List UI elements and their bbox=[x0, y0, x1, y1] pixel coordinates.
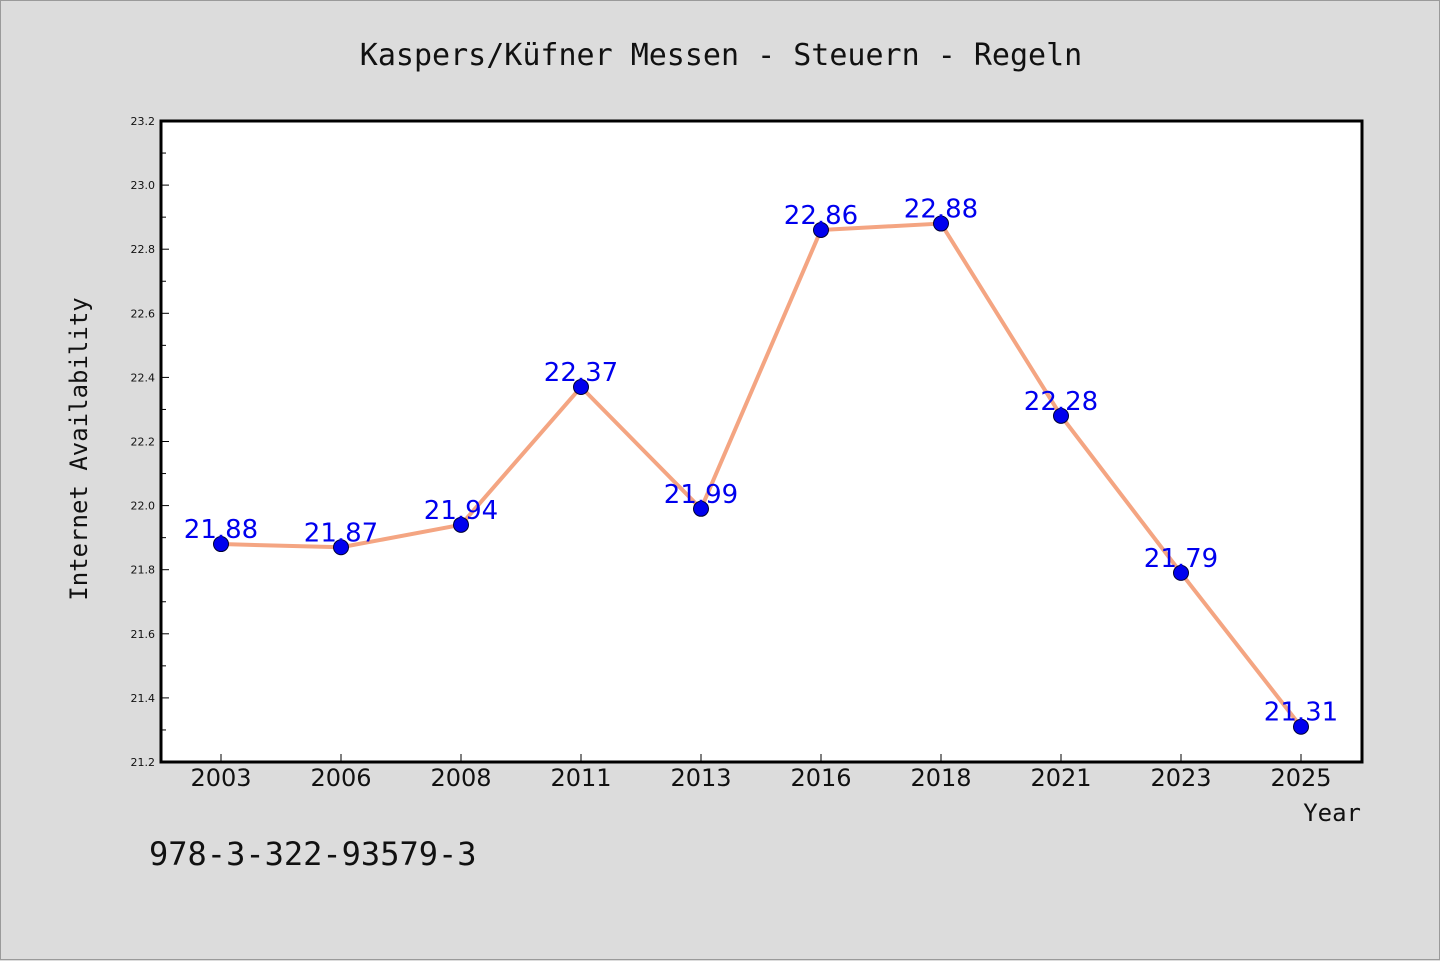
data-point-marker bbox=[933, 215, 949, 232]
y-axis: 21.2 21.4 21.6 21.8 22.0 22.2 22.4 22.6 22.8 23.0… bbox=[131, 115, 169, 769]
data-point-marker bbox=[453, 516, 469, 533]
isbn-footer: 978-3-322-93579-3 bbox=[149, 835, 477, 873]
y-tick-label: 22.6 bbox=[131, 307, 156, 320]
x-tick-label: 2025 bbox=[1270, 764, 1331, 792]
data-point-marker bbox=[333, 539, 349, 556]
y-tick-label: 22.0 bbox=[131, 500, 156, 513]
data-label: 21.99 bbox=[664, 480, 738, 510]
data-point-marker bbox=[693, 500, 709, 517]
y-tick-label: 21.2 bbox=[131, 756, 156, 769]
x-tick-label: 2003 bbox=[190, 764, 251, 792]
y-tick-label: 23.0 bbox=[131, 179, 156, 192]
data-label: 21.88 bbox=[184, 515, 258, 545]
data-point-marker bbox=[1173, 564, 1189, 581]
y-tick-label: 21.4 bbox=[131, 692, 156, 705]
data-label-group: 21.88 21.87 21.94 22.37 21.99 22.86 22.88 22.28… bbox=[184, 195, 1338, 728]
x-tick-label: 2016 bbox=[790, 764, 851, 792]
x-axis: 2003 2006 2008 2011 2013 2016 2018 2021 2023 2025 bbox=[190, 754, 1332, 792]
data-label: 22.28 bbox=[1024, 387, 1098, 417]
x-tick-label: 2023 bbox=[1150, 764, 1211, 792]
series-line bbox=[220, 221, 1303, 728]
y-tick-label: 22.8 bbox=[131, 243, 156, 256]
data-label: 21.87 bbox=[304, 518, 378, 548]
data-label: 21.94 bbox=[424, 496, 498, 526]
data-label: 21.79 bbox=[1144, 544, 1218, 574]
plot-area bbox=[159, 119, 1364, 764]
data-point-marker bbox=[1293, 718, 1309, 735]
series-line-group bbox=[220, 221, 1303, 728]
y-tick-label: 23.2 bbox=[131, 115, 156, 128]
data-point-marker bbox=[213, 536, 229, 553]
data-label: 22.88 bbox=[904, 195, 978, 225]
y-tick-label: 21.8 bbox=[131, 564, 156, 577]
data-point-marker bbox=[813, 221, 829, 238]
marker-group bbox=[213, 215, 1309, 735]
y-tick-label: 22.2 bbox=[131, 436, 156, 449]
x-tick-label: 2018 bbox=[910, 764, 971, 792]
x-tick-label: 2006 bbox=[310, 764, 371, 792]
data-label: 22.86 bbox=[784, 201, 858, 231]
y-axis-label: Internet Availability bbox=[65, 297, 93, 600]
data-label: 22.37 bbox=[544, 358, 618, 388]
data-point-marker bbox=[573, 379, 589, 396]
chart-title: Kaspers/Küfner Messen - Steuern - Regeln bbox=[360, 38, 1082, 73]
x-tick-label: 2011 bbox=[550, 764, 611, 792]
data-point-marker bbox=[1053, 407, 1069, 424]
x-axis-label: Year bbox=[1303, 799, 1361, 827]
data-label: 21.31 bbox=[1264, 698, 1338, 728]
y-tick-label: 21.6 bbox=[131, 628, 156, 641]
x-tick-label: 2013 bbox=[670, 764, 731, 792]
x-tick-label: 2008 bbox=[430, 764, 491, 792]
x-tick-label: 2021 bbox=[1030, 764, 1091, 792]
y-tick-label: 22.4 bbox=[131, 371, 156, 384]
